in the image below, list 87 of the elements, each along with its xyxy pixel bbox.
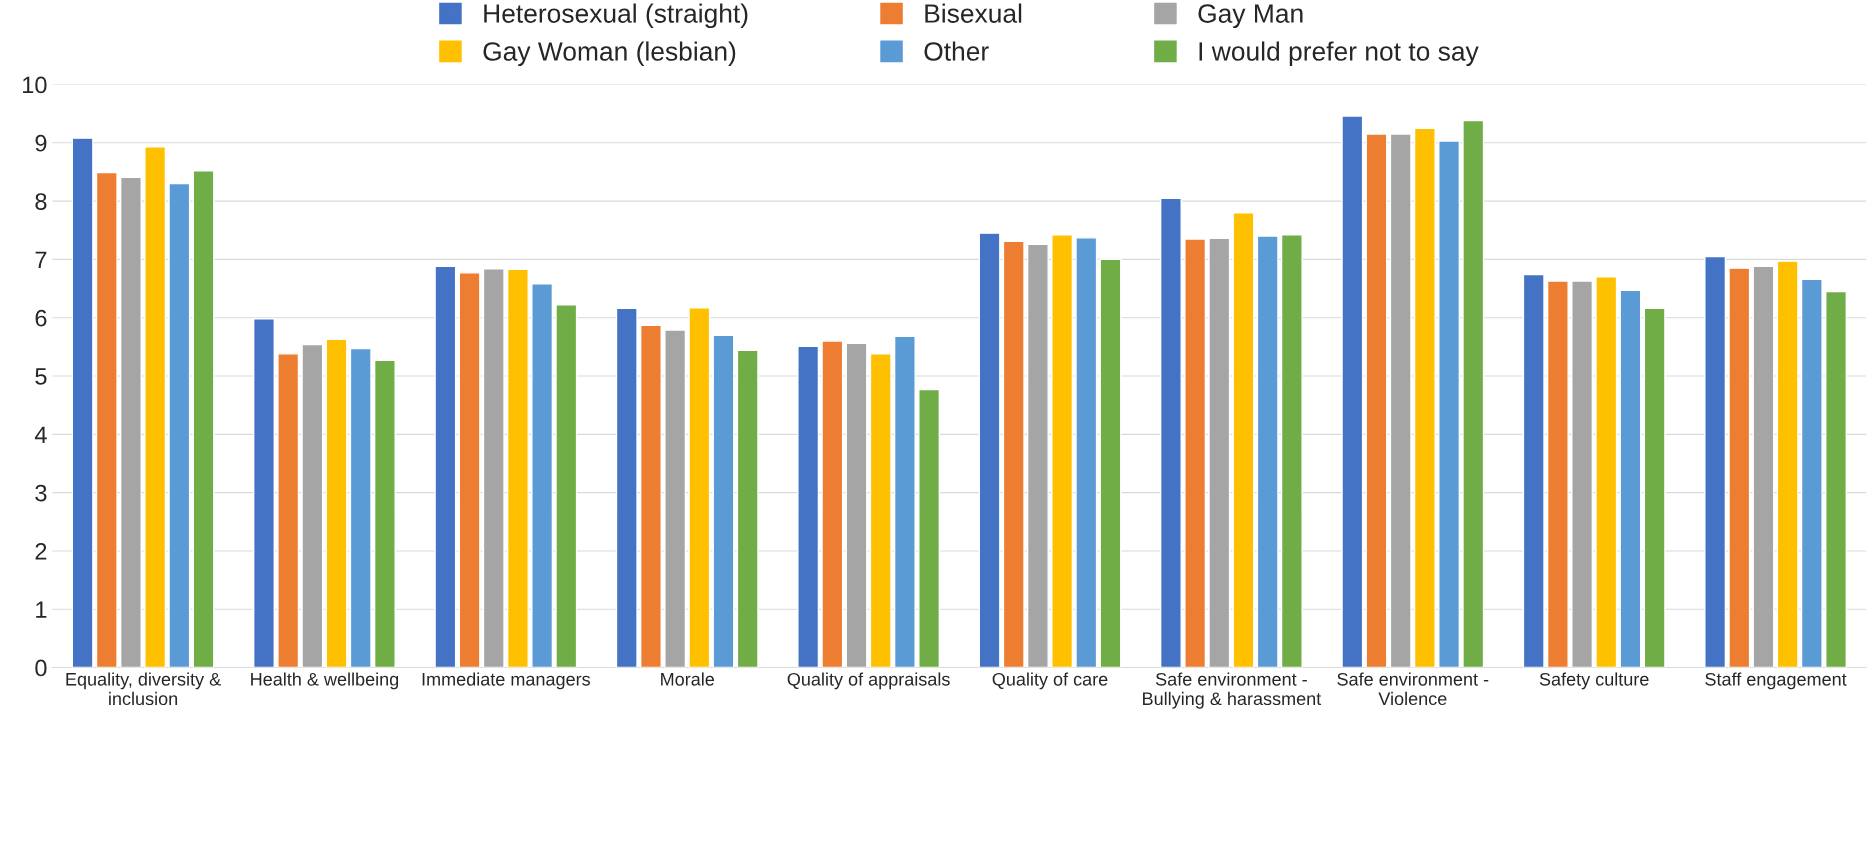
x-tick-label: Safe environment - Bullying & harassment (1143, 672, 1322, 709)
bar (918, 388, 941, 668)
bar (1365, 133, 1388, 668)
bar (1546, 280, 1569, 668)
bar (71, 137, 94, 668)
y-tick-label: 3 (35, 484, 47, 502)
y-tick-label: 9 (35, 134, 47, 152)
bar (1571, 280, 1594, 668)
legend-label: Other (924, 41, 989, 61)
bar (1752, 265, 1775, 668)
y-tick-label: 4 (34, 426, 47, 443)
bar (1026, 243, 1049, 668)
x-tick-label: Quality of appraisals (787, 672, 950, 690)
bar (506, 268, 529, 668)
bar (1051, 234, 1074, 668)
legend-label: Gay Woman (lesbian) (483, 41, 736, 67)
bar (1099, 258, 1122, 668)
bar (373, 359, 396, 668)
bar (1728, 267, 1751, 668)
bar (555, 304, 578, 668)
bar (1280, 234, 1303, 668)
bar (893, 335, 916, 668)
bar (712, 334, 735, 668)
bar (615, 307, 638, 668)
bar (736, 349, 759, 668)
bar (1341, 115, 1364, 668)
bar (458, 272, 481, 668)
bar (277, 353, 300, 668)
bar (1075, 237, 1098, 668)
y-tick-label: 1 (36, 601, 47, 618)
bar (639, 324, 662, 668)
bar (1413, 127, 1436, 668)
x-tick-label: Quality of care (992, 672, 1108, 690)
bar (688, 307, 711, 668)
legend-label: Bisexual (925, 3, 1022, 23)
bar (978, 232, 1001, 668)
bar (325, 338, 348, 668)
bar (531, 283, 554, 668)
x-tick-label: Health & wellbeing (251, 672, 399, 690)
bar (1825, 290, 1848, 668)
bar (1232, 212, 1255, 668)
bar (1462, 119, 1485, 668)
bar (1522, 273, 1545, 668)
bar (821, 340, 844, 668)
bar (119, 176, 142, 668)
y-tick-label: 5 (35, 368, 47, 385)
bar (1159, 197, 1182, 668)
x-tick-label: Morale (661, 672, 715, 686)
bar (434, 265, 457, 668)
y-tick-label: 0 (35, 659, 47, 677)
bar (253, 318, 275, 668)
bar (95, 171, 118, 668)
bar (845, 342, 868, 668)
bar (869, 353, 892, 668)
bar (349, 347, 372, 668)
bar (664, 329, 687, 668)
bar (168, 182, 191, 668)
bar (1184, 238, 1207, 668)
bar (1619, 289, 1642, 668)
bar (1002, 240, 1025, 668)
bar (144, 146, 167, 668)
y-tick-label: 10 (23, 76, 47, 94)
bar (482, 268, 505, 668)
bar (1208, 237, 1231, 668)
y-tick-label: 2 (35, 543, 47, 560)
y-tick-label: 7 (35, 251, 47, 268)
y-tick-label: 6 (35, 309, 47, 327)
bar (1704, 255, 1727, 668)
legend-label: Heterosexual (straight) (484, 3, 748, 29)
x-tick-label: Equality, diversity & inclusion (66, 672, 221, 706)
x-tick-label: Safety culture (1539, 672, 1649, 690)
bar (1256, 235, 1279, 668)
x-tick-label: Safe environment - Violence (1337, 672, 1489, 706)
bar (1776, 260, 1799, 668)
bar (1800, 278, 1823, 668)
legend-label: Gay Man (1198, 4, 1303, 29)
bar (1438, 140, 1461, 668)
bar (1595, 276, 1618, 668)
legend-label: I would prefer not to say (1199, 41, 1479, 67)
bar (797, 345, 820, 668)
x-tick-label: Immediate managers (422, 672, 590, 690)
bar (1389, 133, 1412, 668)
bar (192, 170, 215, 668)
y-tick-label: 8 (35, 193, 47, 210)
bar (1643, 307, 1666, 668)
x-tick-label: Staff engagement (1705, 672, 1847, 690)
bar (301, 343, 324, 668)
